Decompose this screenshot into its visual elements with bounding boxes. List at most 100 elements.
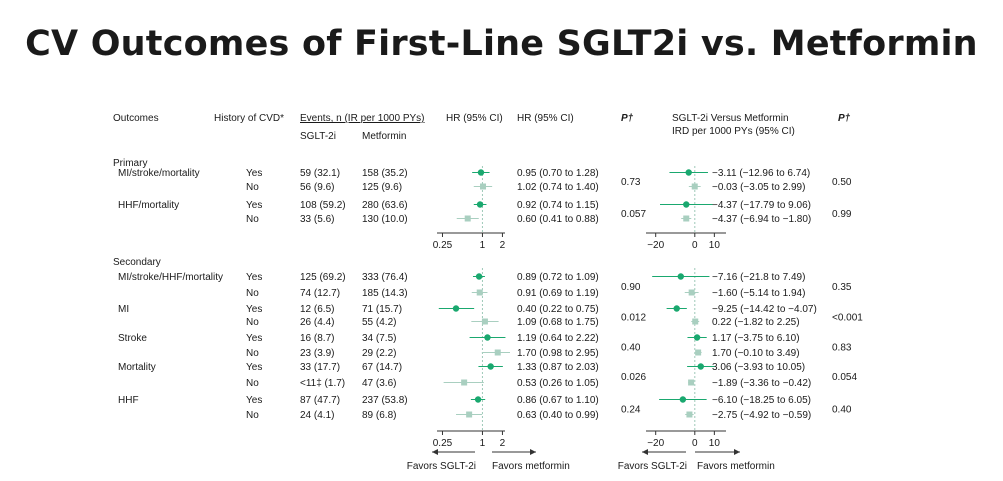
ird-ci-text: −1.89 (−3.36 to −0.42) xyxy=(712,378,811,389)
ird-point-estimate xyxy=(683,215,690,222)
ird-point-estimate xyxy=(691,183,698,190)
cvd-history-value: Yes xyxy=(246,200,262,211)
outcome-label: HHF xyxy=(118,395,139,406)
hr-point-estimate xyxy=(461,379,468,386)
events-metformin-value: 89 (6.8) xyxy=(362,410,396,421)
events-sglt2i-value: 12 (6.5) xyxy=(300,304,334,315)
hr-ci-text: 0.63 (0.40 to 0.99) xyxy=(517,410,599,421)
ird-axis-tick-label: 10 xyxy=(709,240,721,251)
ird-ci-text: −1.60 (−5.14 to 1.94) xyxy=(712,288,805,299)
hr-axis-tick-label: 0.25 xyxy=(433,240,453,251)
hr-ci-text: 0.86 (0.67 to 1.10) xyxy=(517,395,599,406)
events-sglt2i-value: 23 (3.9) xyxy=(300,348,334,359)
ird-point-estimate xyxy=(679,396,687,403)
hr-ci-text: 1.70 (0.98 to 2.95) xyxy=(517,348,599,359)
ird-ci-text: −7.16 (−21.8 to 7.49) xyxy=(712,272,805,283)
header-ird-line1: SGLT-2i Versus Metformin xyxy=(672,113,789,124)
ird-axis-tick-label: −20 xyxy=(647,240,664,251)
header-hr-plot: HR (95% CI) xyxy=(446,113,503,124)
ird-point-estimate xyxy=(677,273,684,280)
outcome-label: MI/stroke/HHF/mortality xyxy=(118,272,223,283)
ird-favors-right-label: Favors metformin xyxy=(697,461,775,472)
hr-ci-text: 1.33 (0.87 to 2.03) xyxy=(517,362,599,373)
events-metformin-value: 280 (63.6) xyxy=(362,200,408,211)
hr-point-estimate xyxy=(484,334,491,341)
events-metformin-value: 34 (7.5) xyxy=(362,333,396,344)
p-hr-value: 0.73 xyxy=(621,177,641,188)
ird-point-estimate xyxy=(692,318,699,325)
hr-ci-text: 0.92 (0.74 to 1.15) xyxy=(517,200,599,211)
ird-ci-text: −4.37 (−17.79 to 9.06) xyxy=(712,200,811,211)
ird-ci-text: −0.03 (−3.05 to 2.99) xyxy=(712,182,805,193)
ird-point-estimate xyxy=(688,289,695,296)
ird-point-estimate xyxy=(697,363,704,370)
hr-point-estimate xyxy=(476,289,483,296)
hr-favors-right-arrow-head xyxy=(530,449,536,455)
ird-ci-text: −4.37 (−6.94 to −1.80) xyxy=(712,214,811,225)
cvd-history-value: No xyxy=(246,378,259,389)
ird-axis-tick-label: 0 xyxy=(692,240,698,251)
header-p-hr: P† xyxy=(621,113,634,124)
events-metformin-value: 67 (14.7) xyxy=(362,362,402,373)
hr-ci-text: 0.89 (0.72 to 1.09) xyxy=(517,272,599,283)
hr-ci-text: 1.19 (0.64 to 2.22) xyxy=(517,333,599,344)
hr-favors-right-label: Favors metformin xyxy=(492,461,570,472)
events-metformin-value: 185 (14.3) xyxy=(362,288,408,299)
hr-axis-tick-label: 0.25 xyxy=(433,438,453,449)
section-primary: Primary xyxy=(113,158,147,169)
p-ird-value: 0.83 xyxy=(832,343,852,354)
cvd-history-value: Yes xyxy=(246,362,262,373)
cvd-history-value: No xyxy=(246,317,259,328)
cvd-history-value: Yes xyxy=(246,395,262,406)
ird-favors-left-arrow-head xyxy=(642,449,648,455)
cvd-history-value: Yes xyxy=(246,168,262,179)
p-ird-value: 0.35 xyxy=(832,282,852,293)
events-metformin-value: 237 (53.8) xyxy=(362,395,408,406)
events-sglt2i-value: 74 (12.7) xyxy=(300,288,340,299)
events-sglt2i-value: 24 (4.1) xyxy=(300,410,334,421)
ird-axis-tick-label: −20 xyxy=(647,438,664,449)
events-sglt2i-value: 108 (59.2) xyxy=(300,200,346,211)
events-metformin-value: 29 (2.2) xyxy=(362,348,396,359)
cvd-history-value: No xyxy=(246,182,259,193)
cvd-history-value: Yes xyxy=(246,333,262,344)
slide-title: CV Outcomes of First-Line SGLT2i vs. Met… xyxy=(25,24,978,64)
outcome-label: Stroke xyxy=(118,333,147,344)
header-history-cvd: History of CVD* xyxy=(214,113,284,124)
events-sglt2i-value: 16 (8.7) xyxy=(300,333,334,344)
hr-point-estimate xyxy=(477,169,485,176)
header-hr-text: HR (95% CI) xyxy=(517,113,574,124)
cvd-history-value: No xyxy=(246,410,259,421)
events-sglt2i-value: 125 (69.2) xyxy=(300,272,346,283)
events-sglt2i-value: 33 (5.6) xyxy=(300,214,334,225)
hr-axis-tick-label: 2 xyxy=(500,438,506,449)
hr-point-estimate xyxy=(487,363,494,370)
outcome-label: Mortality xyxy=(118,362,156,373)
hr-ci-text: 0.60 (0.41 to 0.88) xyxy=(517,214,599,225)
events-sglt2i-value: 56 (9.6) xyxy=(300,182,334,193)
ird-point-estimate xyxy=(688,379,695,386)
events-sglt2i-value: 26 (4.4) xyxy=(300,317,334,328)
hr-ci-text: 1.02 (0.74 to 1.40) xyxy=(517,182,599,193)
cvd-history-value: Yes xyxy=(246,272,262,283)
p-hr-value: 0.40 xyxy=(621,343,641,354)
hr-ci-text: 0.53 (0.26 to 1.05) xyxy=(517,378,599,389)
p-hr-value: 0.057 xyxy=(621,209,646,220)
header-metformin: Metformin xyxy=(362,131,406,142)
hr-point-estimate xyxy=(480,183,487,190)
ird-ci-text: 3.06 (−3.93 to 10.05) xyxy=(712,362,805,373)
hr-point-estimate xyxy=(475,273,483,280)
hr-point-estimate xyxy=(464,215,471,222)
outcome-label: HHF/mortality xyxy=(118,200,179,211)
outcome-label: MI xyxy=(118,304,129,315)
hr-point-estimate xyxy=(466,411,473,418)
hr-ci-text: 1.09 (0.68 to 1.75) xyxy=(517,317,599,328)
events-sglt2i-value: 87 (47.7) xyxy=(300,395,340,406)
ird-ci-text: −9.25 (−14.42 to −4.07) xyxy=(712,304,817,315)
ird-ci-text: −6.10 (−18.25 to 6.05) xyxy=(712,395,811,406)
hr-favors-left-arrow-head xyxy=(432,449,438,455)
events-sglt2i-value: 59 (32.1) xyxy=(300,168,340,179)
p-ird-value: 0.99 xyxy=(832,209,852,220)
ird-point-estimate xyxy=(686,411,693,418)
cvd-history-value: No xyxy=(246,288,259,299)
